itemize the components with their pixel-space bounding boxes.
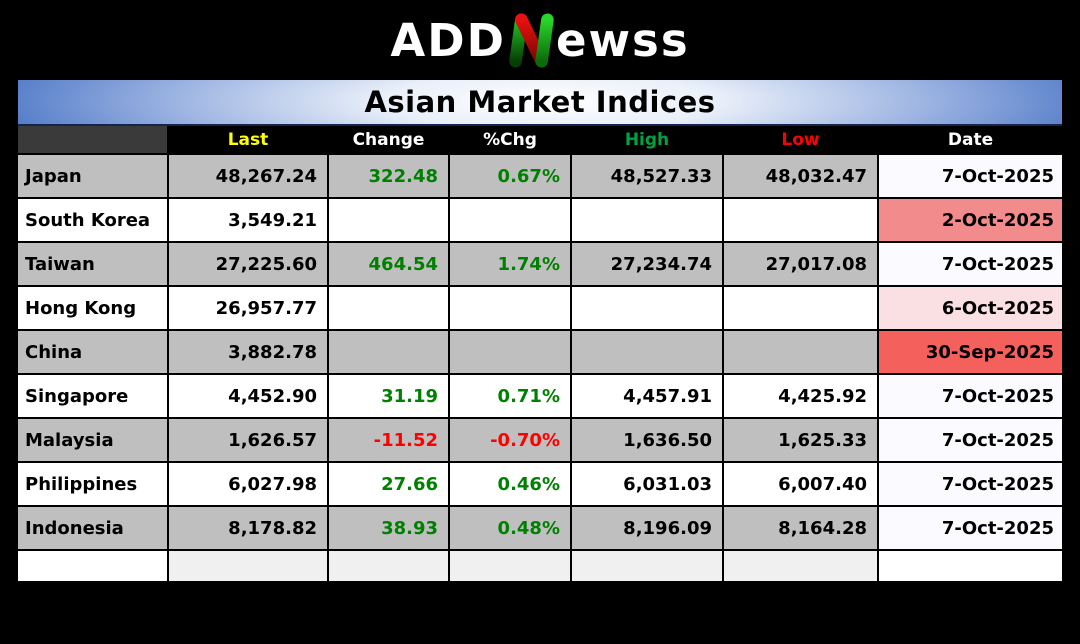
cell-date: 7-Oct-2025 — [879, 463, 1062, 505]
cell-pct-chg: -0.70% — [450, 419, 570, 461]
cell-pct-chg — [450, 287, 570, 329]
cell-last: 3,882.78 — [169, 331, 327, 373]
cell-country: Indonesia — [18, 507, 167, 549]
cell-high: 1,636.50 — [572, 419, 722, 461]
cell-low — [724, 199, 877, 241]
cell-country: Philippines — [18, 463, 167, 505]
cell-pct-chg: 1.74% — [450, 243, 570, 285]
cell-last: 6,027.98 — [169, 463, 327, 505]
cell-country: Malaysia — [18, 419, 167, 461]
cell-pct-chg: 0.46% — [450, 463, 570, 505]
cell-country: Hong Kong — [18, 287, 167, 329]
cell-high — [572, 287, 722, 329]
logo-text-prefix: ADD — [390, 13, 506, 67]
cell-pct-chg — [450, 199, 570, 241]
cell-date: 7-Oct-2025 — [879, 419, 1062, 461]
cell-high — [572, 331, 722, 373]
cell-empty — [572, 551, 722, 581]
cell-date: 7-Oct-2025 — [879, 155, 1062, 197]
cell-last: 4,452.90 — [169, 375, 327, 417]
cell-change: 322.48 — [329, 155, 448, 197]
cell-pct-chg: 0.48% — [450, 507, 570, 549]
header-corner-cell — [18, 126, 167, 153]
header-change: Change — [329, 126, 448, 153]
cell-country: Taiwan — [18, 243, 167, 285]
cell-pct-chg: 0.71% — [450, 375, 570, 417]
cell-low: 27,017.08 — [724, 243, 877, 285]
cell-last: 8,178.82 — [169, 507, 327, 549]
cell-change: -11.52 — [329, 419, 448, 461]
cell-date: 2-Oct-2025 — [879, 199, 1062, 241]
cell-date: 7-Oct-2025 — [879, 375, 1062, 417]
cell-country: Japan — [18, 155, 167, 197]
cell-high: 48,527.33 — [572, 155, 722, 197]
cell-low: 4,425.92 — [724, 375, 877, 417]
cell-last: 26,957.77 — [169, 287, 327, 329]
header-high: High — [572, 126, 722, 153]
cell-change: 464.54 — [329, 243, 448, 285]
cell-low: 6,007.40 — [724, 463, 877, 505]
cell-empty — [724, 551, 877, 581]
cell-high — [572, 199, 722, 241]
cell-country: Singapore — [18, 375, 167, 417]
cell-high: 27,234.74 — [572, 243, 722, 285]
title-bar: Asian Market Indices — [18, 80, 1062, 126]
cell-change — [329, 199, 448, 241]
cell-pct-chg: 0.67% — [450, 155, 570, 197]
cell-high: 4,457.91 — [572, 375, 722, 417]
header-low: Low — [724, 126, 877, 153]
cell-date: 7-Oct-2025 — [879, 507, 1062, 549]
cell-change: 31.19 — [329, 375, 448, 417]
header-date: Date — [879, 126, 1062, 153]
cell-low — [724, 287, 877, 329]
cell-date: 7-Oct-2025 — [879, 243, 1062, 285]
cell-country-empty — [18, 551, 167, 581]
cell-change: 27.66 — [329, 463, 448, 505]
header-last: Last — [169, 126, 327, 153]
cell-last: 1,626.57 — [169, 419, 327, 461]
cell-low: 48,032.47 — [724, 155, 877, 197]
cell-country: China — [18, 331, 167, 373]
cell-empty — [169, 551, 327, 581]
cell-low — [724, 331, 877, 373]
cell-last: 27,225.60 — [169, 243, 327, 285]
logo: ADD ewss — [0, 0, 1080, 80]
cell-change: 38.93 — [329, 507, 448, 549]
cell-empty — [450, 551, 570, 581]
cell-country: South Korea — [18, 199, 167, 241]
cell-last: 48,267.24 — [169, 155, 327, 197]
logo-n-icon — [503, 10, 559, 74]
cell-high: 6,031.03 — [572, 463, 722, 505]
logo-text-suffix: ewss — [555, 13, 690, 67]
indices-table: Last Change %Chg High Low Date Japan 48,267.24 3… — [18, 126, 1062, 583]
cell-date: 6-Oct-2025 — [879, 287, 1062, 329]
cell-low: 1,625.33 — [724, 419, 877, 461]
cell-date: 30-Sep-2025 — [879, 331, 1062, 373]
cell-last: 3,549.21 — [169, 199, 327, 241]
cell-pct-chg — [450, 331, 570, 373]
cell-low: 8,164.28 — [724, 507, 877, 549]
header-pctchg: %Chg — [450, 126, 570, 153]
cell-change — [329, 331, 448, 373]
cell-high: 8,196.09 — [572, 507, 722, 549]
page-title: Asian Market Indices — [364, 85, 716, 119]
cell-change — [329, 287, 448, 329]
cell-empty — [329, 551, 448, 581]
cell-date-empty — [879, 551, 1062, 581]
